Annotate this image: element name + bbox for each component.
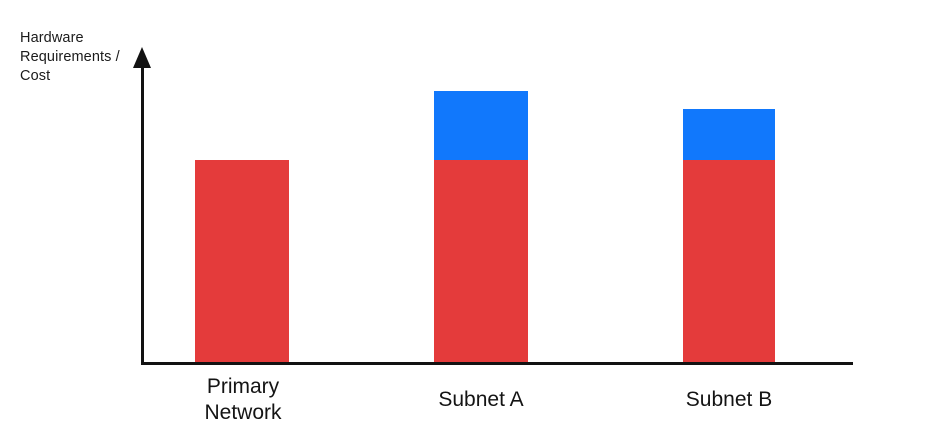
red-base-segment [683,160,775,362]
red-base-segment [195,160,289,362]
bar-subnet-a [434,91,528,362]
x-axis-label-subnet-b: Subnet B [649,371,809,429]
red-base-segment [434,160,528,362]
y-axis-line [141,62,144,365]
y-axis-label: Hardware Requirements / Cost [20,30,120,84]
blue-top-segment [683,109,775,160]
bar-primary-network [195,160,289,362]
x-axis-label-subnet-a: Subnet A [401,371,561,429]
category-label: Primary Network [204,375,282,424]
bar-subnet-b [683,109,775,362]
x-axis-label-primary-network: Primary Network [177,371,309,429]
category-label: Subnet A [438,388,524,411]
y-axis-arrowhead-icon [133,47,151,68]
blue-top-segment [434,91,528,160]
category-label: Subnet B [685,388,773,411]
x-axis-line [141,362,853,365]
